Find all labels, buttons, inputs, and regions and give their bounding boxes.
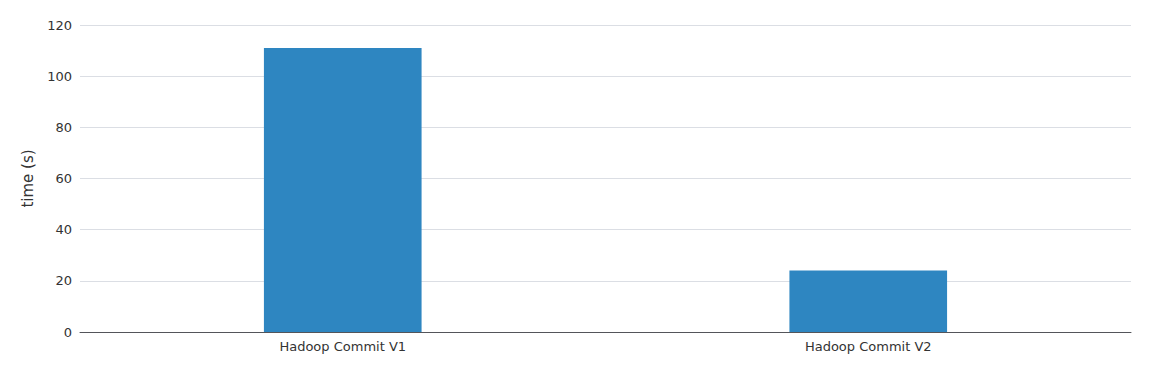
svg-text:0: 0: [64, 325, 72, 340]
svg-text:40: 40: [55, 222, 72, 237]
svg-text:120: 120: [47, 18, 72, 33]
svg-text:100: 100: [47, 69, 72, 84]
svg-text:Hadoop Commit V2: Hadoop Commit V2: [805, 339, 932, 354]
svg-text:20: 20: [55, 273, 72, 288]
svg-text:Hadoop Commit V1: Hadoop Commit V1: [279, 339, 406, 354]
svg-text:80: 80: [55, 120, 72, 135]
svg-text:60: 60: [55, 171, 72, 186]
svg-text:time (s): time (s): [19, 149, 37, 207]
